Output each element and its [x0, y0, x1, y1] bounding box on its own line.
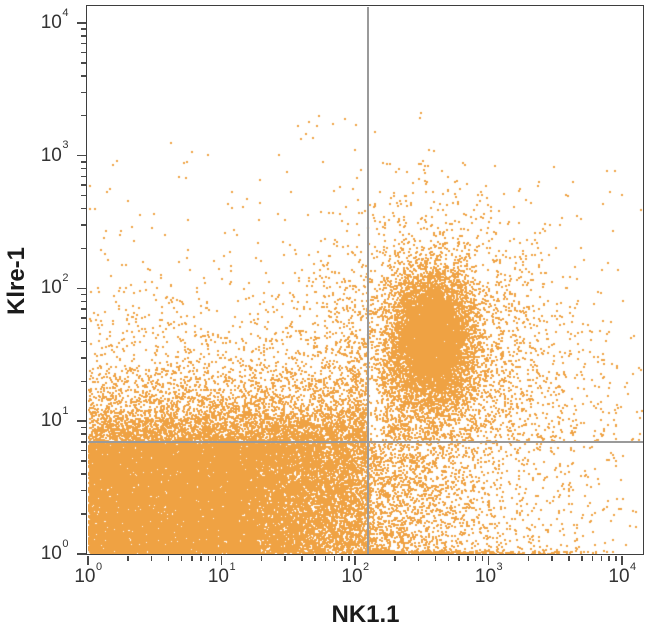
y-minor-tick: [81, 513, 86, 515]
y-major-tick: [77, 22, 86, 24]
y-minor-tick: [81, 207, 86, 210]
y-minor-tick: [81, 441, 86, 443]
y-minor-tick: [81, 340, 86, 343]
x-minor-tick: [434, 556, 437, 561]
y-minor-tick: [81, 489, 86, 492]
x-minor-tick: [568, 556, 570, 561]
x-minor-tick: [417, 556, 420, 561]
x-minor-tick: [474, 556, 477, 561]
x-minor-tick: [191, 556, 193, 561]
x-minor-tick: [458, 556, 460, 561]
y-minor-tick: [81, 114, 86, 117]
y-minor-tick: [81, 35, 86, 37]
y-minor-tick: [81, 91, 86, 94]
x-minor-tick: [341, 556, 343, 561]
scatter-points-canvas: [88, 7, 643, 554]
y-axis-label-box: Klre-1: [0, 7, 34, 554]
y-tick-label: 103: [40, 139, 69, 166]
y-minor-tick: [81, 28, 86, 30]
x-major-tick: [220, 556, 223, 565]
x-minor-tick: [207, 556, 210, 561]
y-minor-tick: [81, 308, 86, 310]
y-minor-tick: [81, 184, 86, 186]
x-minor-tick: [467, 556, 469, 561]
y-minor-tick: [81, 75, 86, 77]
x-minor-tick: [301, 556, 303, 561]
y-tick-label: 104: [40, 6, 69, 33]
y-minor-tick: [81, 224, 86, 226]
x-minor-tick: [527, 556, 530, 561]
y-minor-tick: [81, 380, 86, 383]
y-minor-tick: [81, 247, 86, 250]
y-minor-tick: [81, 449, 86, 452]
x-minor-tick: [314, 556, 316, 561]
x-tick-label: 102: [341, 560, 370, 587]
x-minor-tick: [348, 556, 350, 561]
y-major-tick: [77, 154, 86, 157]
y-tick-label: 101: [40, 404, 69, 432]
quadrant-gate-horizontal: [88, 441, 643, 443]
x-minor-tick: [260, 556, 263, 561]
x-major-tick: [487, 556, 490, 565]
y-minor-tick: [81, 317, 86, 319]
y-minor-tick: [81, 433, 86, 435]
y-minor-tick: [81, 194, 86, 197]
x-minor-tick: [127, 556, 129, 561]
x-minor-tick: [600, 556, 603, 561]
x-tick-label: 101: [207, 560, 236, 587]
y-minor-tick: [81, 175, 86, 177]
y-minor-tick: [81, 300, 86, 303]
y-minor-tick: [81, 167, 86, 170]
y-minor-tick: [81, 357, 86, 359]
x-minor-tick: [167, 556, 170, 561]
y-axis-label: Klre-1: [3, 246, 30, 315]
x-minor-tick: [447, 556, 450, 561]
x-minor-tick: [180, 556, 183, 561]
x-tick-label: 104: [608, 560, 637, 587]
y-major-tick: [77, 420, 86, 422]
y-minor-tick: [81, 293, 86, 296]
x-major-tick: [87, 556, 89, 565]
y-major-tick: [77, 553, 86, 555]
x-minor-tick: [615, 556, 617, 561]
x-minor-tick: [394, 556, 396, 561]
x-minor-tick: [551, 556, 553, 561]
x-axis-label: NK1.1: [331, 601, 400, 628]
y-minor-tick: [81, 62, 86, 64]
x-minor-tick: [581, 556, 583, 561]
x-major-tick: [621, 556, 623, 565]
y-minor-tick: [81, 426, 86, 429]
x-minor-tick: [591, 556, 594, 561]
y-minor-tick: [81, 473, 86, 475]
x-minor-tick: [200, 556, 202, 561]
y-minor-tick: [81, 161, 86, 163]
y-minor-tick: [81, 42, 86, 45]
x-minor-tick: [284, 556, 286, 561]
x-minor-tick: [608, 556, 610, 561]
x-minor-tick: [333, 556, 336, 561]
x-minor-tick: [214, 556, 217, 561]
plot-frame: [86, 5, 644, 555]
quadrant-gate-vertical: [367, 7, 369, 554]
y-minor-tick: [81, 460, 86, 462]
y-minor-tick: [81, 327, 86, 330]
y-tick-label: 100: [40, 537, 69, 564]
x-tick-label: 100: [74, 560, 103, 587]
y-minor-tick: [81, 51, 86, 54]
y-tick-label: 102: [40, 272, 69, 299]
x-minor-tick: [150, 556, 153, 561]
x-minor-tick: [481, 556, 484, 561]
x-tick-label: 103: [474, 560, 503, 587]
x-major-tick: [354, 556, 356, 565]
y-major-tick: [77, 287, 86, 290]
x-minor-tick: [324, 556, 327, 561]
